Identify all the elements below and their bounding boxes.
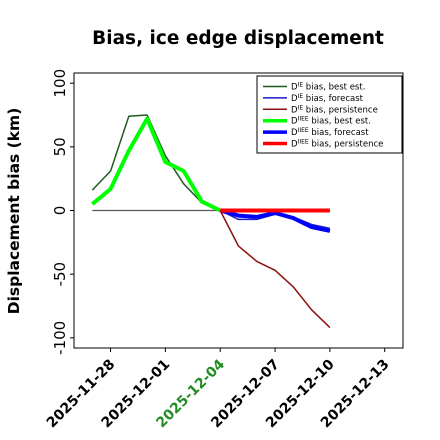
y-tick-label: -100 bbox=[51, 321, 69, 355]
y-axis-label: Displacement bias (km) bbox=[5, 108, 23, 315]
legend-label-4: DIIEE bias, best est. bbox=[291, 116, 371, 127]
series-line-1 bbox=[91, 114, 221, 212]
legend-label-1: DIE bias, best est. bbox=[291, 82, 365, 93]
legend-box bbox=[256, 75, 403, 154]
x-axis: 2025-11-282025-12-012025-12-042025-12-07… bbox=[44, 348, 393, 431]
legend-label-6: DIIEE bias, persistence bbox=[291, 139, 383, 150]
series-line-5 bbox=[219, 208, 331, 233]
y-tick-label: 100 bbox=[51, 69, 69, 98]
series-line-3 bbox=[219, 210, 331, 329]
series-layer bbox=[91, 114, 331, 329]
y-axis: 100 50 0 -50 -100 bbox=[51, 69, 74, 355]
chart-title: Bias, ice edge displacement bbox=[92, 28, 384, 49]
legend-label-3: DIE bias, persistence bbox=[291, 104, 378, 115]
legend: DIE bias, best est.DIE bias, forecastDIE… bbox=[256, 75, 403, 154]
legend-label-2: DIE bias, forecast bbox=[291, 93, 364, 104]
y-tick-label: 0 bbox=[51, 206, 69, 216]
legend-label-5: DIIEE bias, forecast bbox=[291, 127, 369, 138]
y-tick-label: 50 bbox=[51, 137, 69, 156]
series-line-4 bbox=[91, 116, 222, 213]
y-tick-label: -50 bbox=[51, 262, 69, 287]
